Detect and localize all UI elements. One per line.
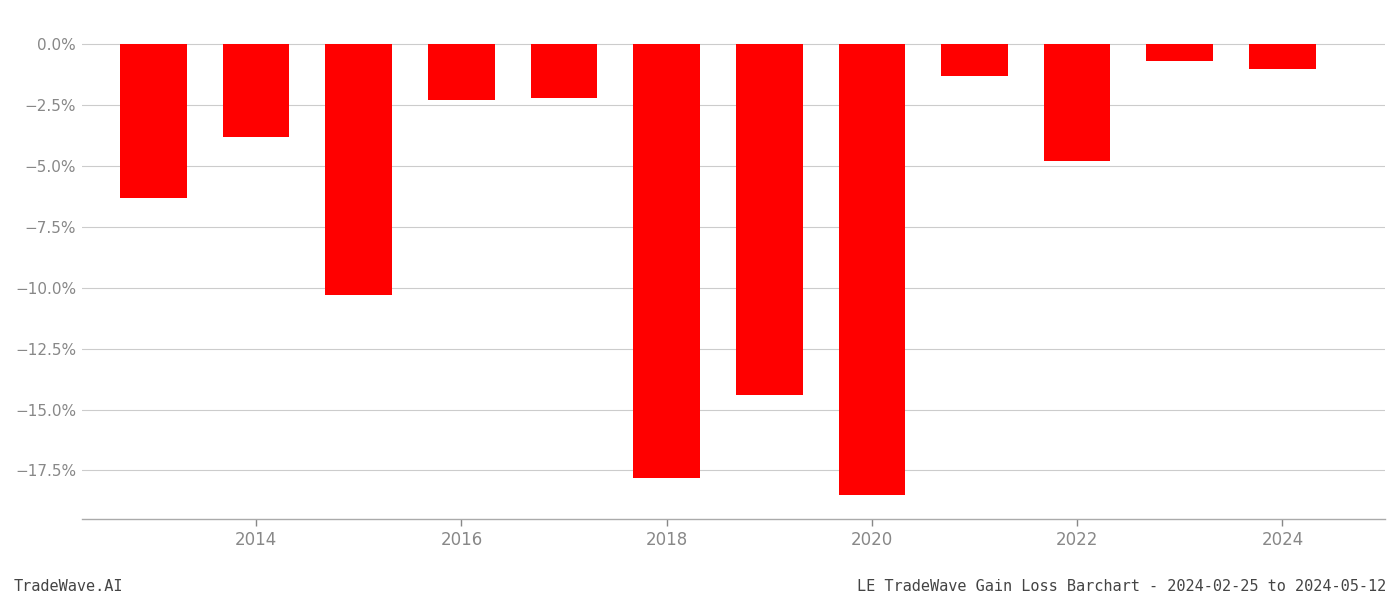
Bar [1249,44,1316,68]
Bar [633,44,700,478]
Bar [839,44,906,495]
Bar [1147,44,1214,61]
Bar [428,44,494,100]
Bar [1044,44,1110,161]
Bar [120,44,186,197]
Bar [531,44,598,98]
Bar [736,44,802,395]
Bar [941,44,1008,76]
Bar [223,44,290,137]
Text: LE TradeWave Gain Loss Barchart - 2024-02-25 to 2024-05-12: LE TradeWave Gain Loss Barchart - 2024-0… [857,579,1386,594]
Text: TradeWave.AI: TradeWave.AI [14,579,123,594]
Bar [325,44,392,295]
